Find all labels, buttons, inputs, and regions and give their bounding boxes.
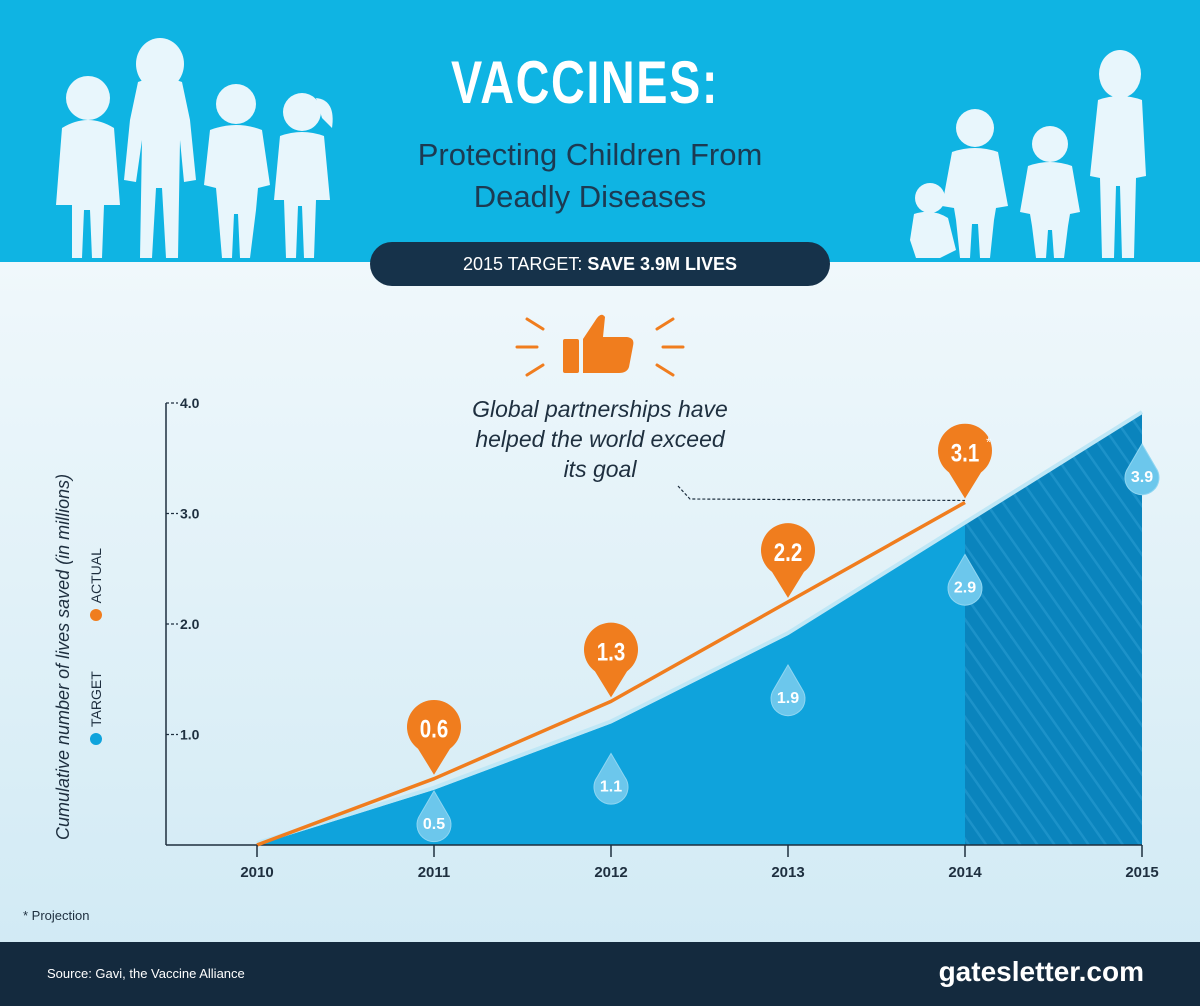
- chart-legend: TARGET ACTUAL: [88, 505, 104, 745]
- target-marker-label: 0.5: [423, 816, 445, 833]
- target-value: SAVE 3.9M LIVES: [587, 254, 738, 274]
- child-silhouette-left-2: [124, 38, 196, 258]
- x-tick-label: 2012: [594, 864, 627, 881]
- actual-marker-pin: [406, 699, 461, 775]
- target-badge: 2015 TARGET: SAVE 3.9M LIVES: [370, 242, 830, 286]
- subtitle-line-2: Deadly Diseases: [473, 179, 707, 214]
- target-marker-2011: 0.5: [416, 790, 452, 843]
- projection-footnote: * Projection: [23, 908, 90, 923]
- target-marker-label: 1.1: [600, 778, 622, 795]
- target-marker-label: 1.9: [777, 690, 799, 707]
- page-title: VACCINES:: [450, 49, 719, 116]
- target-marker-drop: [947, 553, 983, 606]
- actual-marker-pin: [761, 523, 815, 598]
- target-marker-drop: [593, 752, 629, 805]
- child-silhouette-right-2: [942, 109, 1008, 258]
- child-silhouette-left-4: [274, 93, 333, 258]
- footer-bar: Source: Gavi, the Vaccine Alliance gates…: [0, 942, 1200, 1006]
- x-tick-label: 2010: [240, 864, 273, 881]
- annotation-line-1: Global partnerships have: [472, 396, 728, 422]
- child-silhouette-right-3: [1020, 126, 1080, 258]
- y-tick-label: 2.0: [180, 616, 200, 632]
- actual-line: [256, 500, 966, 847]
- target-marker-label: 2.9: [954, 580, 976, 597]
- legend-swatch-actual: [90, 609, 102, 622]
- legend-label-actual: ACTUAL: [88, 548, 104, 604]
- target-marker-2012: 1.1: [593, 752, 629, 805]
- actual-marker-2013: 2.2: [761, 523, 815, 598]
- child-silhouette-left-1: [56, 76, 120, 258]
- annotation-line-3: its goal: [563, 456, 637, 482]
- lives-saved-chart: 0.5 1.1 1.9 2.9 3.9 0.6 1.3 2.2 3.1 * 2010 2011 20…: [165, 395, 1160, 881]
- target-prefix: 2015 TARGET:: [462, 254, 583, 274]
- actual-marker-2014: 3.1 *: [937, 423, 992, 499]
- annotation-text: Global partnerships have helped the worl…: [430, 394, 770, 484]
- target-marker-2013: 1.9: [770, 664, 806, 717]
- source-credit: Source: Gavi, the Vaccine Alliance: [47, 966, 245, 981]
- annotation-line-2: helped the world exceed: [475, 426, 725, 452]
- x-tick-label: 2014: [948, 864, 982, 881]
- target-marker-drop: [1124, 443, 1160, 496]
- x-tick-label: 2013: [771, 864, 804, 881]
- child-silhouette-right-1: [910, 183, 956, 258]
- site-link[interactable]: gatesletter.com: [938, 956, 1144, 987]
- legend-label-target: TARGET: [88, 671, 104, 727]
- child-silhouette-right-4: [1090, 50, 1146, 258]
- x-tick-label: 2015: [1125, 864, 1158, 881]
- actual-marker-label: 2.2: [774, 538, 802, 566]
- actual-marker-2011: 0.6: [406, 699, 461, 775]
- header-banner: VACCINES: Protecting Children From Deadl…: [0, 0, 1200, 262]
- y-tick-label: 4.0: [180, 395, 200, 411]
- annotation-leader-line: [677, 485, 966, 502]
- actual-marker-2012: 1.3: [584, 622, 639, 698]
- actual-marker-pin: [937, 423, 992, 499]
- actual-marker-pin: [584, 622, 639, 698]
- y-tick-label: 1.0: [180, 727, 200, 743]
- actual-marker-label: 0.6: [420, 715, 448, 743]
- target-marker-drop: [416, 790, 452, 843]
- child-silhouette-left-3: [204, 84, 270, 258]
- legend-item-target: TARGET: [88, 671, 104, 745]
- y-axis-label: Cumulative number of lives saved (in mil…: [53, 473, 73, 840]
- x-tick-label: 2011: [418, 864, 451, 881]
- legend-swatch-target: [90, 733, 102, 745]
- target-marker-drop: [770, 664, 806, 717]
- actual-marker-label: 3.1: [951, 438, 980, 466]
- legend-item-actual: ACTUAL: [88, 548, 104, 622]
- y-tick-label: 3.0: [180, 506, 200, 522]
- children-silhouettes-illustration: [56, 38, 1146, 258]
- target-area: [257, 414, 1142, 845]
- target-marker-2014: 2.9: [947, 553, 983, 606]
- projection-asterisk: *: [986, 434, 991, 449]
- subtitle-line-1: Protecting Children From: [417, 137, 763, 172]
- target-area-projection: [965, 414, 1142, 845]
- target-line: [256, 410, 1144, 845]
- thumbs-up-icon: [515, 314, 685, 377]
- actual-marker-label: 1.3: [597, 637, 625, 665]
- target-marker-2015: 3.9: [1124, 443, 1160, 496]
- page-subtitle: Protecting Children From Deadly Diseases: [330, 134, 850, 218]
- target-marker-label: 3.9: [1131, 469, 1153, 486]
